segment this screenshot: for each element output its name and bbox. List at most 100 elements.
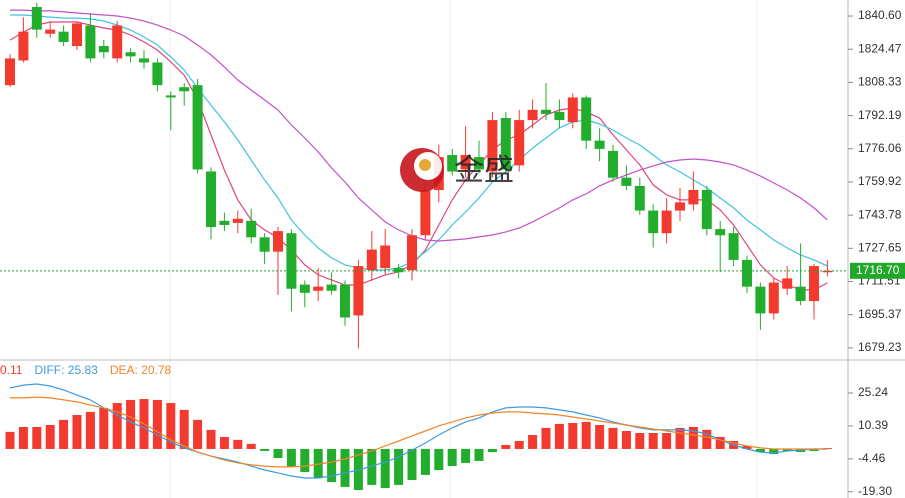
macd-bar bbox=[99, 407, 109, 449]
macd-bar bbox=[635, 432, 645, 449]
y-tick-label: 1695.37 bbox=[858, 307, 902, 321]
macd-bar bbox=[434, 448, 444, 471]
candle-body bbox=[594, 140, 605, 149]
candle-body bbox=[742, 259, 752, 287]
y-tick-label: 1808.33 bbox=[858, 75, 902, 89]
candle-body bbox=[98, 46, 109, 53]
y-tick-label: 25.24 bbox=[858, 385, 888, 399]
candle-body bbox=[380, 245, 391, 269]
candle-body bbox=[420, 190, 431, 236]
candle-body bbox=[152, 62, 163, 86]
macd-bar bbox=[179, 409, 189, 449]
candle-body bbox=[795, 286, 806, 302]
macd-bar bbox=[72, 415, 82, 449]
macd-bar bbox=[219, 436, 229, 449]
macd-bar bbox=[809, 448, 819, 451]
candle-body bbox=[541, 109, 551, 114]
candle-body bbox=[326, 284, 337, 291]
candle-body bbox=[340, 284, 350, 318]
macd-bar bbox=[246, 443, 256, 449]
macd-bar bbox=[5, 431, 15, 449]
macd-bar bbox=[715, 436, 725, 449]
macd-bar bbox=[166, 403, 176, 449]
macd-bar bbox=[514, 440, 524, 449]
macd-bar bbox=[662, 432, 672, 449]
watermark-logo bbox=[400, 148, 444, 192]
y-tick-label: -4.46 bbox=[858, 451, 886, 465]
candle-body bbox=[782, 278, 793, 289]
candle-body bbox=[45, 29, 56, 34]
macd-bar bbox=[112, 403, 122, 449]
macd-bar bbox=[675, 427, 685, 449]
macd-bar bbox=[621, 430, 631, 449]
candle-body bbox=[675, 202, 685, 211]
y-tick-label: 1776.06 bbox=[858, 141, 902, 155]
indicator-line bbox=[9, 383, 828, 479]
candle-body bbox=[259, 237, 270, 252]
candle-body bbox=[500, 118, 511, 170]
candle-body bbox=[179, 87, 190, 92]
macd-bar bbox=[595, 425, 605, 449]
candle-body bbox=[554, 111, 565, 121]
indicator-line bbox=[10, 396, 828, 468]
macd-bar bbox=[340, 448, 350, 487]
macd-bar bbox=[528, 434, 538, 449]
macd-bar bbox=[327, 448, 337, 483]
candle-body bbox=[768, 282, 779, 314]
macd-bar bbox=[742, 445, 752, 449]
candle-body bbox=[206, 171, 216, 228]
candle-body bbox=[634, 185, 645, 211]
y-tick-label: 1679.23 bbox=[858, 340, 902, 354]
candle-body bbox=[447, 155, 458, 172]
candle-body bbox=[139, 58, 149, 63]
macd-bar bbox=[769, 448, 779, 455]
candle-body bbox=[460, 155, 471, 170]
candle-body bbox=[581, 97, 592, 141]
watermark-text: 金盛 bbox=[454, 154, 514, 187]
candle-body bbox=[299, 284, 310, 293]
macd-bar bbox=[487, 448, 497, 453]
y-tick-label: 1824.47 bbox=[858, 41, 902, 55]
indicator-readout: DIFF: 25.83 bbox=[34, 363, 98, 377]
macd-bar bbox=[407, 448, 417, 481]
macd-bar bbox=[501, 444, 511, 449]
candle-body bbox=[5, 58, 15, 86]
macd-bar bbox=[702, 429, 712, 449]
macd-bar bbox=[45, 425, 55, 449]
macd-bar bbox=[461, 448, 471, 463]
candle-body bbox=[393, 268, 404, 273]
candle-body bbox=[567, 97, 578, 123]
indicator-line bbox=[10, 14, 828, 271]
candle-body bbox=[313, 286, 324, 291]
logo-dot bbox=[419, 159, 431, 171]
macd-bar bbox=[608, 427, 618, 449]
macd-bar bbox=[273, 448, 283, 459]
candle-body bbox=[192, 85, 203, 170]
candle-body bbox=[407, 235, 417, 271]
candle-body bbox=[286, 233, 297, 289]
candle-body bbox=[487, 120, 498, 172]
macd-bar bbox=[648, 432, 658, 449]
macd-bar bbox=[380, 448, 390, 489]
candle-body bbox=[366, 249, 377, 271]
candle-body bbox=[85, 25, 96, 59]
macd-bar bbox=[85, 411, 95, 449]
y-tick-label: 1759.92 bbox=[858, 174, 902, 188]
candle-body bbox=[273, 231, 283, 252]
candle-body bbox=[232, 218, 243, 223]
macd-bar bbox=[126, 399, 136, 449]
y-tick-label: 1840.60 bbox=[858, 8, 902, 22]
macd-bar bbox=[286, 448, 296, 467]
y-tick-label: -19.30 bbox=[858, 484, 892, 498]
candle-body bbox=[701, 190, 712, 230]
macd-bar bbox=[152, 399, 162, 449]
macd-bar bbox=[782, 448, 792, 451]
macd-bar bbox=[32, 427, 42, 449]
candle-body bbox=[353, 266, 364, 316]
candle-body bbox=[608, 150, 618, 178]
macd-bar bbox=[206, 429, 216, 449]
macd-bar bbox=[260, 448, 270, 451]
y-tick-label: 1727.65 bbox=[858, 240, 902, 254]
indicator-readout: 0.11 bbox=[0, 363, 23, 377]
